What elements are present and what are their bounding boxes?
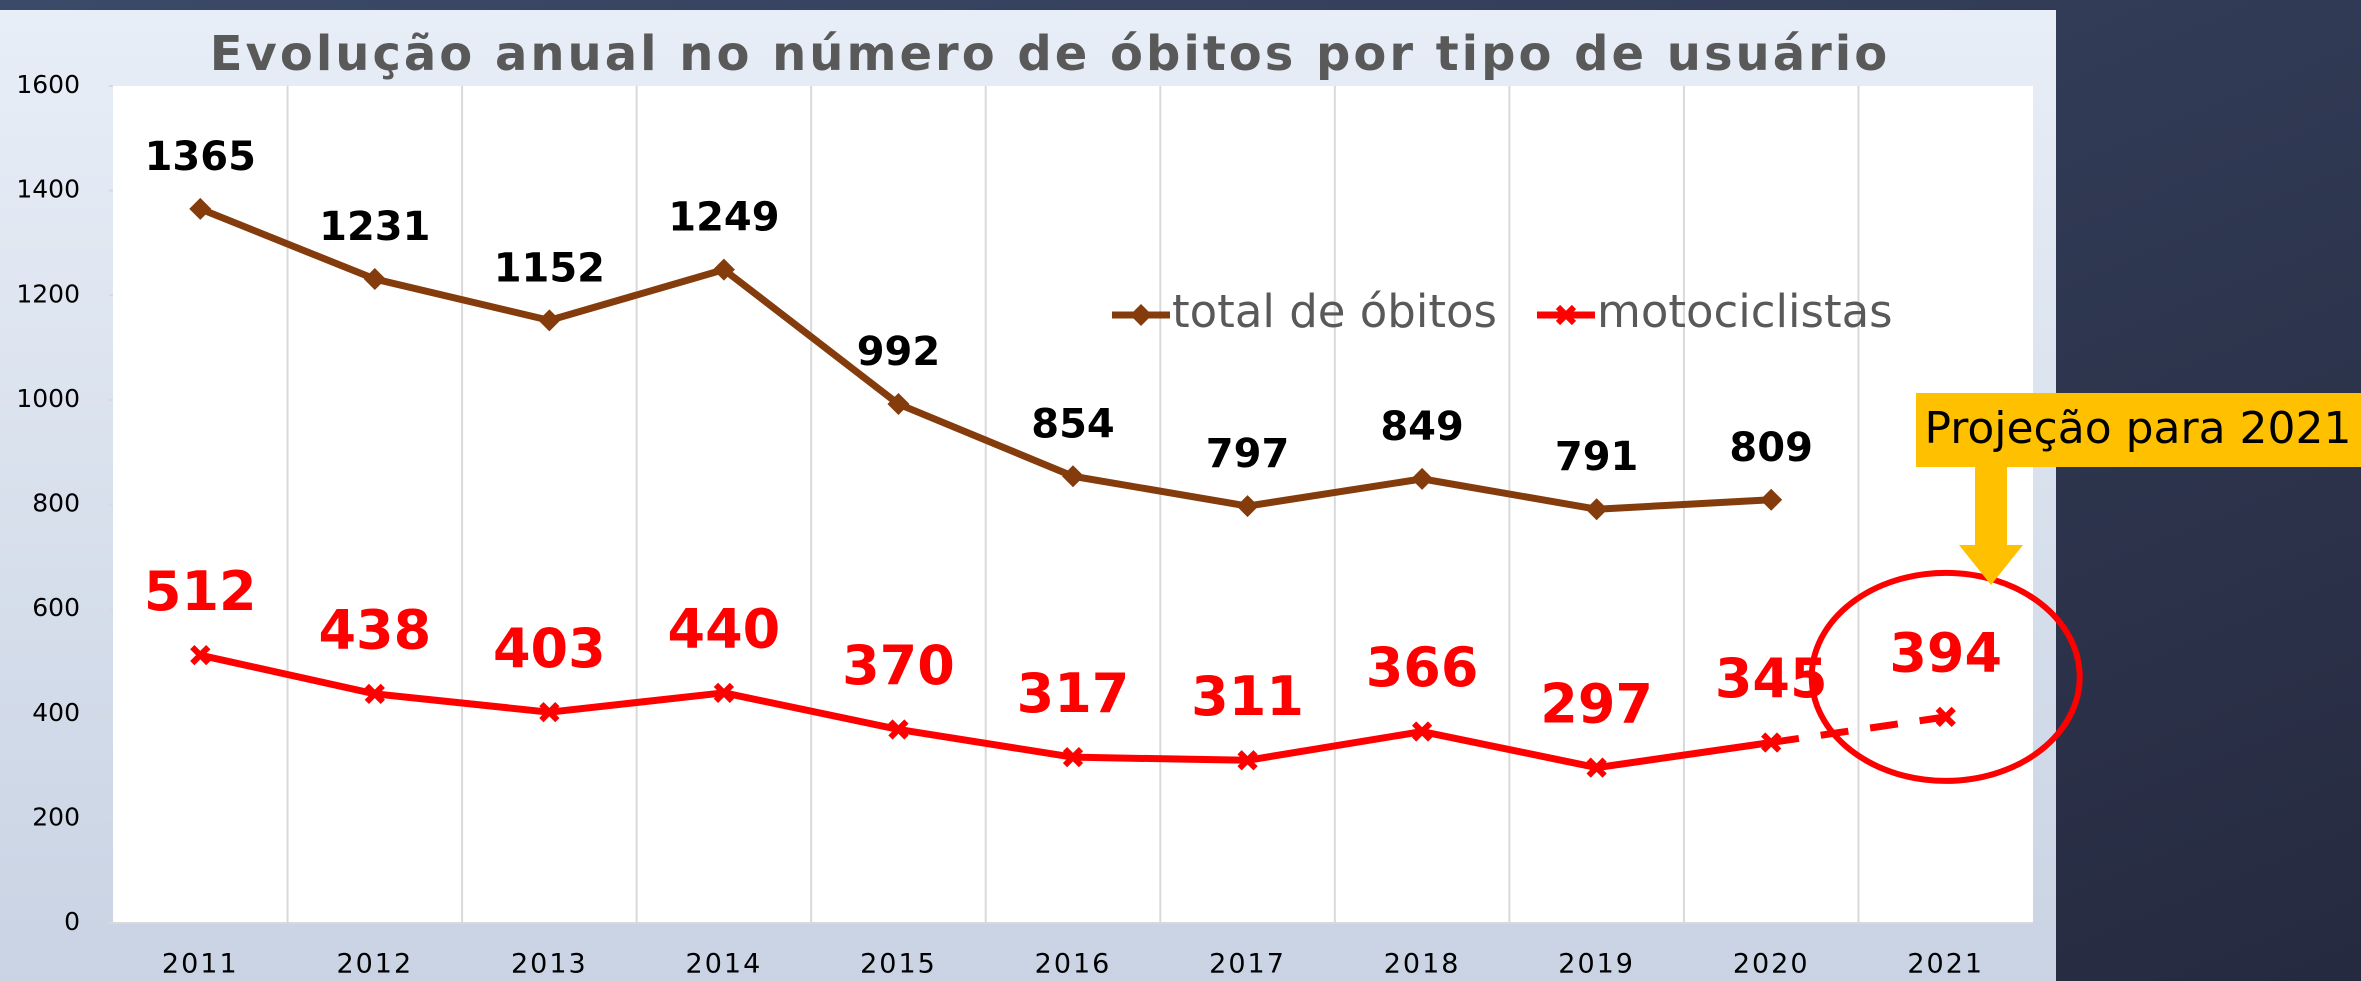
x-tick-label: 2015 bbox=[860, 949, 937, 980]
point bbox=[363, 268, 386, 291]
data-label: 809 bbox=[1729, 425, 1813, 471]
data-label: 370 bbox=[842, 634, 955, 697]
data-label: 394 bbox=[1889, 622, 2002, 685]
point bbox=[1411, 721, 1433, 742]
y-tick-label: 1200 bbox=[16, 279, 80, 308]
legend-label: total de óbitos bbox=[1172, 285, 1497, 338]
data-label: 366 bbox=[1366, 636, 1479, 699]
legend-marker bbox=[1130, 304, 1152, 326]
series-line bbox=[198, 205, 1772, 513]
x-tick-label: 2016 bbox=[1035, 949, 1112, 980]
y-tick-label: 600 bbox=[32, 593, 80, 622]
annotation-text: Projeção para 2021 bbox=[1924, 403, 2351, 454]
data-label: 311 bbox=[1191, 665, 1304, 728]
point bbox=[712, 258, 735, 281]
point bbox=[1935, 706, 1956, 728]
point bbox=[364, 683, 385, 704]
data-label: 1152 bbox=[494, 245, 605, 291]
x-tick-label: 2011 bbox=[162, 949, 239, 980]
point bbox=[1062, 465, 1084, 488]
annotation-box bbox=[1916, 393, 2361, 467]
y-tick-label: 1400 bbox=[16, 175, 80, 204]
x-tick-label: 2014 bbox=[686, 949, 763, 980]
point bbox=[1760, 488, 1783, 511]
highlight-ellipse bbox=[1808, 569, 2083, 784]
x-tick-label: 2012 bbox=[336, 949, 413, 980]
point bbox=[887, 393, 910, 416]
data-label: 297 bbox=[1540, 672, 1653, 735]
point bbox=[1761, 732, 1782, 753]
data-label: 797 bbox=[1206, 431, 1290, 477]
point bbox=[538, 309, 561, 332]
point bbox=[1586, 757, 1607, 778]
y-tick-label: 200 bbox=[32, 802, 80, 831]
x-tick-label: 2020 bbox=[1733, 949, 1810, 980]
point bbox=[1237, 750, 1258, 771]
point bbox=[1236, 495, 1259, 518]
data-label: 317 bbox=[1017, 662, 1130, 725]
data-label: 791 bbox=[1555, 434, 1639, 480]
data-label: 1249 bbox=[668, 195, 779, 241]
data-label: 440 bbox=[668, 597, 781, 660]
x-tick-label: 2017 bbox=[1209, 949, 1286, 980]
data-label: 403 bbox=[493, 617, 606, 680]
data-label: 1365 bbox=[145, 134, 256, 180]
y-tick-label: 0 bbox=[64, 907, 80, 936]
data-label: 438 bbox=[318, 599, 431, 662]
legend-label: motociclistas bbox=[1597, 285, 1893, 338]
legend-marker bbox=[1555, 304, 1577, 326]
x-tick-label: 2018 bbox=[1384, 949, 1461, 980]
x-tick-label: 2013 bbox=[511, 949, 588, 980]
y-tick-label: 400 bbox=[32, 698, 80, 727]
data-label: 849 bbox=[1380, 404, 1464, 450]
annotation-arrow bbox=[1959, 467, 2023, 585]
y-tick-label: 800 bbox=[32, 489, 80, 518]
point bbox=[888, 719, 909, 740]
point bbox=[1062, 747, 1084, 768]
point bbox=[1585, 498, 1608, 521]
point bbox=[713, 682, 735, 703]
chart-title: Evolução anual no número de óbitos por t… bbox=[210, 26, 1890, 82]
y-tick-label: 1600 bbox=[16, 70, 80, 99]
data-label: 1231 bbox=[319, 204, 430, 250]
point bbox=[539, 702, 560, 723]
data-label: 992 bbox=[857, 329, 941, 375]
data-label: 512 bbox=[144, 560, 257, 623]
x-tick-label: 2021 bbox=[1907, 949, 1984, 980]
point bbox=[1411, 467, 1434, 490]
y-tick-label: 1000 bbox=[16, 384, 80, 413]
series-line bbox=[199, 651, 1772, 772]
x-tick-label: 2019 bbox=[1558, 949, 1635, 980]
data-label: 854 bbox=[1031, 401, 1115, 447]
point bbox=[190, 645, 211, 666]
point bbox=[189, 197, 212, 220]
